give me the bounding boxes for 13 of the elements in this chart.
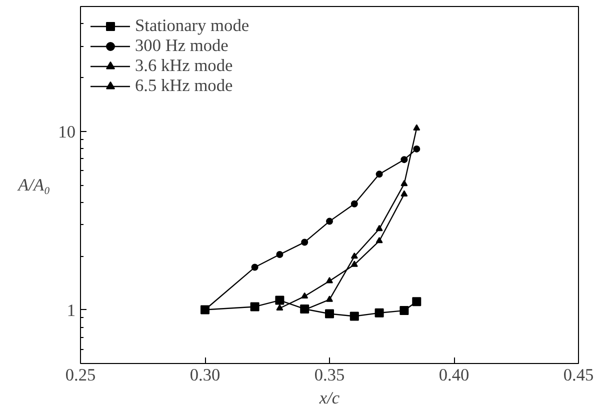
y-tick-label: 10 [58,122,76,142]
x-axis-title: x/c [318,388,340,408]
x-tick-label: 0.35 [314,366,345,384]
legend-label: 3.6 kHz mode [135,56,233,76]
y-axis-title: A/A₀ [17,176,50,194]
x-tick-label: 0.45 [563,366,594,384]
y-tick-label: 1 [66,300,76,320]
x-tick-label: 0.40 [438,366,470,384]
x-tick-label: 0.25 [65,366,96,384]
x-tick-label: 0.30 [190,366,220,384]
legend-label: 6.5 kHz mode [135,76,233,96]
legend-label: 300 Hz mode [135,36,228,56]
legend-label: Stationary mode [135,16,250,36]
